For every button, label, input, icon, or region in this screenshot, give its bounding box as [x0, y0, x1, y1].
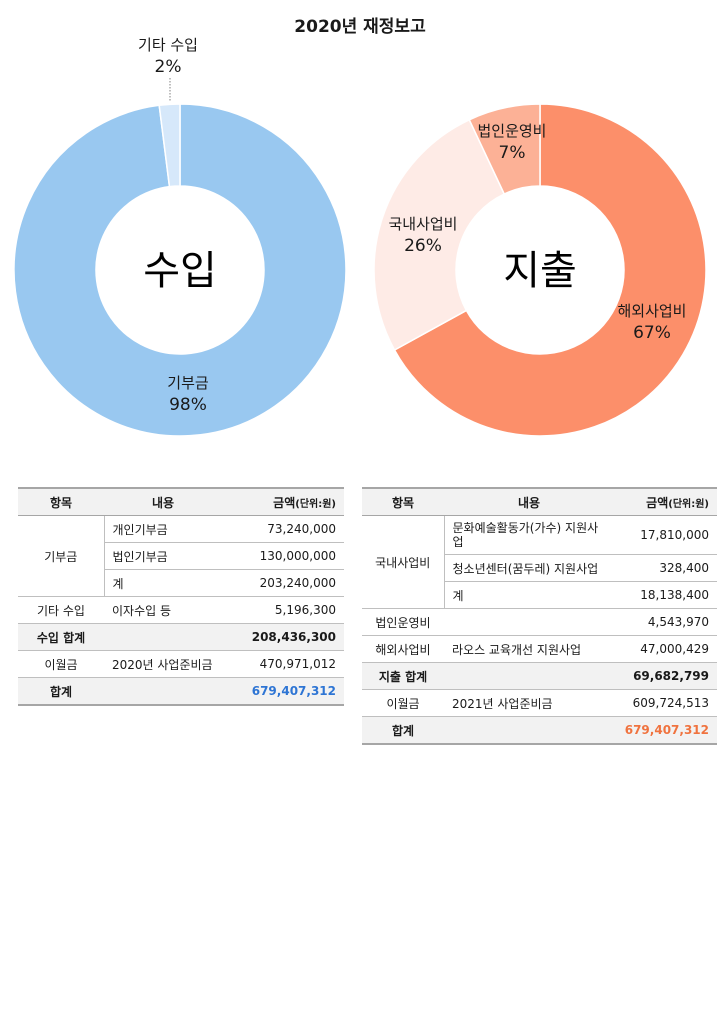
total-label: 합계	[18, 677, 104, 706]
row-content: 문화예술활동가(가수) 지원사업	[443, 515, 614, 555]
row-content: 2021년 사업준비금	[444, 689, 614, 717]
table-header-row: 항목 내용 금액(단위:원)	[362, 487, 717, 516]
table-row: 이월금 2021년 사업준비금 609,724,513	[362, 689, 717, 717]
row-content: 청소년센터(꿈두레) 지원사업	[443, 554, 614, 582]
slice-label: 기타 수입	[138, 36, 198, 54]
table-row: 법인운영비 4,543,970	[362, 608, 717, 636]
header-item: 항목	[18, 487, 104, 516]
total-amount: 679,407,312	[614, 716, 717, 745]
slice-label: 국내사업비	[388, 215, 457, 233]
subtotal-amount: 69,682,799	[614, 662, 717, 690]
table-header-row: 항목 내용 금액(단위:원)	[18, 487, 344, 516]
row-amount: 4,543,970	[614, 608, 717, 636]
table-row: 이월금 2020년 사업준비금 470,971,012	[18, 650, 344, 678]
donut-slice	[158, 103, 181, 188]
slice-label: 법인운영비	[477, 122, 546, 140]
subtotal-amount: 208,436,300	[222, 623, 344, 651]
row-amount: 470,971,012	[222, 650, 344, 678]
expense-subtotal-row: 지출 합계 69,682,799	[362, 662, 717, 690]
row-category: 법인운영비	[362, 608, 444, 636]
row-category: 국내사업비	[362, 515, 444, 609]
income-subtotal-row: 수입 합계 208,436,300	[18, 623, 344, 651]
row-category: 기부금	[18, 515, 104, 597]
table-row: 국내사업비 문화예술활동가(가수) 지원사업 17,810,000	[362, 515, 717, 609]
row-amount: 130,000,000	[222, 542, 344, 570]
donut-center-label: 지출	[503, 248, 577, 294]
row-content	[444, 608, 614, 636]
header-amount: 금액(단위:원)	[222, 487, 344, 516]
table-row: 법인기부금 130,000,000	[18, 542, 344, 570]
slice-percent-label: 2%	[155, 57, 182, 77]
table-row: 기부금 개인기부금 73,240,000	[18, 515, 344, 597]
row-category: 해외사업비	[362, 635, 444, 663]
slice-percent-label: 7%	[499, 143, 526, 163]
donut-slice	[393, 103, 707, 437]
slice-percent-label: 26%	[404, 236, 442, 256]
total-amount: 679,407,312	[222, 677, 344, 706]
row-content: 라오스 교육개선 지원사업	[444, 635, 614, 663]
row-content: 이자수입 등	[104, 596, 222, 624]
row-content: 개인기부금	[103, 515, 222, 543]
table-row: 해외사업비 라오스 교육개선 지원사업 47,000,429	[362, 635, 717, 663]
slice-percent-label: 98%	[169, 395, 207, 415]
table-row: 계 18,138,400	[362, 581, 717, 609]
slice-label: 기부금	[167, 374, 209, 392]
row-category: 이월금	[362, 689, 444, 717]
row-amount: 73,240,000	[222, 515, 344, 543]
header-item: 항목	[362, 487, 444, 516]
slice-percent-label: 67%	[633, 323, 671, 343]
donut-slice	[373, 118, 506, 351]
row-content: 계	[443, 581, 614, 609]
row-content: 계	[103, 569, 222, 597]
header-amount: 금액(단위:원)	[614, 487, 717, 516]
expense-table: 항목 내용 금액(단위:원) 국내사업비 문화예술활동가(가수) 지원사업 17…	[362, 487, 717, 745]
table-row: 계 203,240,000	[18, 569, 344, 597]
page-title: 2020년 재정보고	[294, 17, 426, 37]
donut-slice	[13, 103, 347, 437]
subtotal-label: 지출 합계	[362, 662, 444, 690]
subtotal-label: 수입 합계	[18, 623, 104, 651]
table-row: 기타 수입 이자수입 등 5,196,300	[18, 596, 344, 624]
income-total-row: 합계 679,407,312	[18, 677, 344, 706]
donut-slice	[468, 103, 541, 195]
row-category: 이월금	[18, 650, 104, 678]
total-label: 합계	[362, 716, 444, 745]
row-amount: 5,196,300	[222, 596, 344, 624]
row-category: 기타 수입	[18, 596, 104, 624]
row-amount: 609,724,513	[614, 689, 717, 717]
row-amount: 203,240,000	[222, 569, 344, 597]
row-amount: 17,810,000	[614, 515, 717, 555]
row-content: 법인기부금	[103, 542, 222, 570]
row-amount: 18,138,400	[614, 581, 717, 609]
header-content: 내용	[104, 487, 222, 516]
row-amount: 328,400	[614, 554, 717, 582]
income-table: 항목 내용 금액(단위:원) 기부금 개인기부금 73,240,000 법인기부…	[18, 487, 344, 706]
header-content: 내용	[444, 487, 614, 516]
donut-center-label: 수입	[143, 248, 217, 294]
row-content: 2020년 사업준비금	[104, 650, 222, 678]
row-amount: 47,000,429	[614, 635, 717, 663]
expense-total-row: 합계 679,407,312	[362, 716, 717, 745]
slice-label: 해외사업비	[617, 302, 686, 320]
table-row: 청소년센터(꿈두레) 지원사업 328,400	[362, 554, 717, 582]
